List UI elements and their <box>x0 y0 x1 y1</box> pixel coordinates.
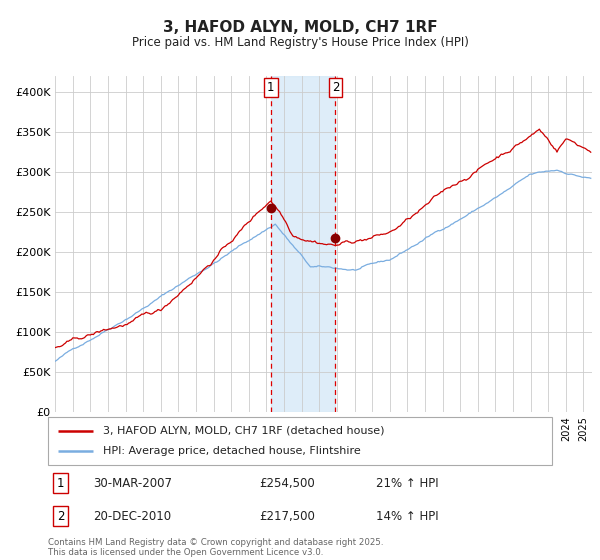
Text: £254,500: £254,500 <box>260 477 316 490</box>
Text: Contains HM Land Registry data © Crown copyright and database right 2025.
This d: Contains HM Land Registry data © Crown c… <box>48 538 383 557</box>
Text: 21% ↑ HPI: 21% ↑ HPI <box>376 477 438 490</box>
FancyBboxPatch shape <box>48 417 552 465</box>
Text: 20-DEC-2010: 20-DEC-2010 <box>94 510 172 523</box>
Text: 2: 2 <box>57 510 64 523</box>
Text: 3, HAFOD ALYN, MOLD, CH7 1RF (detached house): 3, HAFOD ALYN, MOLD, CH7 1RF (detached h… <box>103 426 385 436</box>
Text: Price paid vs. HM Land Registry's House Price Index (HPI): Price paid vs. HM Land Registry's House … <box>131 36 469 49</box>
Text: 14% ↑ HPI: 14% ↑ HPI <box>376 510 438 523</box>
Text: 1: 1 <box>57 477 64 490</box>
Text: 2: 2 <box>332 81 339 94</box>
Bar <box>271 76 335 412</box>
Text: 1: 1 <box>267 81 275 94</box>
Text: 30-MAR-2007: 30-MAR-2007 <box>94 477 172 490</box>
Text: HPI: Average price, detached house, Flintshire: HPI: Average price, detached house, Flin… <box>103 446 361 456</box>
Text: 3, HAFOD ALYN, MOLD, CH7 1RF: 3, HAFOD ALYN, MOLD, CH7 1RF <box>163 20 437 35</box>
Text: £217,500: £217,500 <box>260 510 316 523</box>
